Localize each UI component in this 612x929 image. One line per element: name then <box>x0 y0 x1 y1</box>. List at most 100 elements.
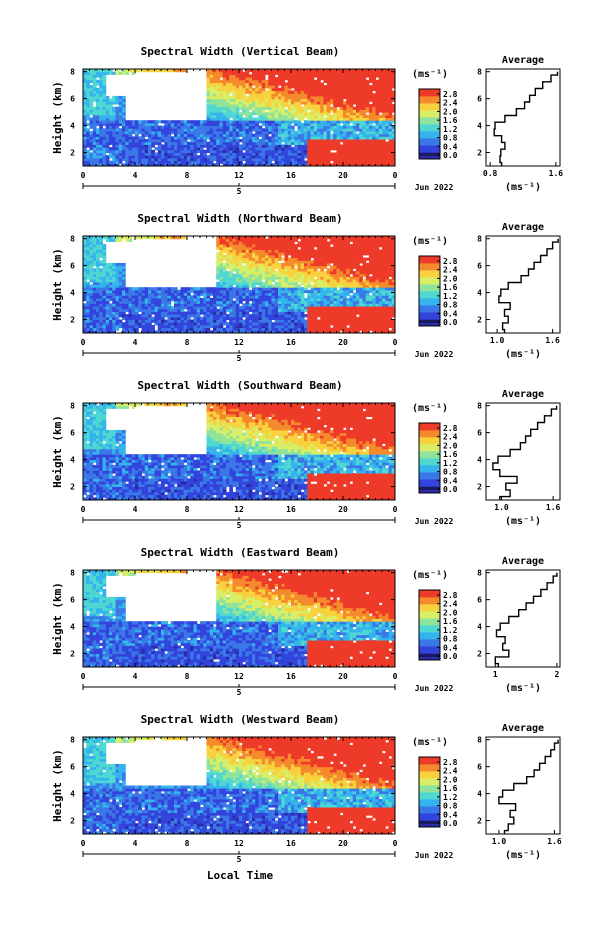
average-title: Average <box>502 389 544 400</box>
date-label: Jun 2022 <box>415 684 454 693</box>
colorbar-tick-label: 0.0 <box>443 318 458 327</box>
colorbar-swatch <box>419 771 440 779</box>
average-y-tick-label: 4 <box>477 122 482 131</box>
y-tick-label: 2 <box>70 483 75 492</box>
colorbar-tick-label: 0.8 <box>443 134 458 143</box>
x-tick-label: 16 <box>286 839 296 848</box>
colorbar-swatch <box>419 298 440 306</box>
day-label: 5 <box>237 354 242 363</box>
colorbar-tick-label: 2.8 <box>443 90 458 99</box>
colorbar-unit: (ms⁻¹) <box>412 236 448 247</box>
colorbar-tick-label: 0.8 <box>443 802 458 811</box>
x-tick-label: 12 <box>234 839 244 848</box>
colorbar-tick-label: 1.2 <box>443 125 458 134</box>
colorbar-swatch <box>419 305 440 313</box>
colorbar-swatch <box>419 312 440 320</box>
average-x-label: (ms⁻¹) <box>505 850 541 861</box>
average-y-tick-label: 8 <box>477 68 482 77</box>
colorbar-swatch <box>419 625 440 633</box>
colorbar-swatch <box>419 263 440 271</box>
x-tick-label: 0 <box>393 338 398 347</box>
colorbar-swatch <box>419 124 440 132</box>
colorbar-unit: (ms⁻¹) <box>412 570 448 581</box>
colorbar-tick-label: 0.0 <box>443 819 458 828</box>
colorbar-tick-label: 0.4 <box>443 643 458 652</box>
colorbar-swatch <box>419 117 440 125</box>
y-tick-label: 4 <box>70 790 75 799</box>
colorbar-swatch <box>419 472 440 480</box>
average-y-tick-label: 2 <box>477 650 482 659</box>
colorbar-swatch <box>419 799 440 807</box>
x-tick-label: 8 <box>185 672 190 681</box>
average-x-tick-label: 1.6 <box>549 169 564 178</box>
x-tick-label: 20 <box>338 171 348 180</box>
average-x-tick-label: 1.6 <box>547 837 562 846</box>
y-tick-label: 2 <box>70 316 75 325</box>
y-tick-label: 2 <box>70 149 75 158</box>
average-y-tick-label: 2 <box>477 483 482 492</box>
colorbar-swatch <box>419 618 440 626</box>
colorbar-swatch <box>419 103 440 111</box>
colorbar-tick-label: 0.4 <box>443 476 458 485</box>
average-y-tick-label: 4 <box>477 790 482 799</box>
date-label: Jun 2022 <box>415 851 454 860</box>
average-y-tick-label: 4 <box>477 456 482 465</box>
average-profile-line <box>498 739 559 834</box>
y-tick-label: 8 <box>70 68 75 77</box>
colorbar-swatch <box>419 590 440 598</box>
panel-title: Spectral Width (Westward Beam) <box>141 713 340 726</box>
colorbar-swatch <box>419 145 440 153</box>
x-tick-label: 0 <box>393 505 398 514</box>
x-tick-label: 0 <box>81 338 86 347</box>
colorbar-tick-label: 1.6 <box>443 116 458 125</box>
colorbar-swatch <box>419 451 440 459</box>
colorbar-tick-label: 0.0 <box>443 151 458 160</box>
colorbar: (ms⁻¹) 0.00.40.81.21.62.02.42.8 <box>412 236 458 327</box>
average-profile-line <box>498 238 559 333</box>
average-y-tick-label: 4 <box>477 289 482 298</box>
y-axis-label: Height (km) <box>51 415 64 488</box>
colorbar-swatch <box>419 792 440 800</box>
date-label: Jun 2022 <box>415 350 454 359</box>
average-y-tick-label: 8 <box>477 235 482 244</box>
colorbar-tick-label: 2.0 <box>443 274 458 283</box>
average-x-tick-label: 2 <box>555 670 560 679</box>
colorbar-tick-label: 1.6 <box>443 450 458 459</box>
colorbar-swatch <box>419 604 440 612</box>
y-tick-label: 8 <box>70 736 75 745</box>
average-profile: Average 2 4 6 8 1.0 1.6 (ms⁻¹) <box>477 723 562 861</box>
y-tick-label: 8 <box>70 235 75 244</box>
x-axis-label-local-time: Local Time <box>207 869 274 882</box>
panel-2: Spectral Width (Northward Beam)0 4 8 12 16 20… <box>51 212 561 363</box>
x-tick-label: 16 <box>286 171 296 180</box>
y-axis-label: Height (km) <box>51 248 64 321</box>
average-x-tick-label: 1.6 <box>545 336 560 345</box>
colorbar-tick-label: 0.4 <box>443 309 458 318</box>
average-profile-line <box>493 71 559 166</box>
average-y-tick-label: 8 <box>477 736 482 745</box>
average-x-tick-label: 1.0 <box>490 336 505 345</box>
colorbar-swatch <box>419 110 440 118</box>
panel-1: Spectral Width (Vertical Beam)0 4 8 12 16 20 0… <box>51 45 563 196</box>
average-x-label: (ms⁻¹) <box>505 683 541 694</box>
y-tick-label: 2 <box>70 817 75 826</box>
panel-title: Spectral Width (Southward Beam) <box>137 379 342 392</box>
y-tick-label: 6 <box>70 763 75 772</box>
colorbar-tick-label: 0.4 <box>443 142 458 151</box>
x-tick-label: 12 <box>234 672 244 681</box>
x-tick-label: 4 <box>133 839 138 848</box>
heatmap-field <box>83 570 395 667</box>
panel-4: Spectral Width (Eastward Beam)0 4 8 12 16 20 0… <box>51 546 561 697</box>
colorbar-tick-label: 2.0 <box>443 775 458 784</box>
average-x-label: (ms⁻¹) <box>505 516 541 527</box>
average-x-tick-label: 1.0 <box>492 837 507 846</box>
colorbar-swatch <box>419 611 440 619</box>
colorbar-swatch <box>419 639 440 647</box>
x-tick-label: 20 <box>338 839 348 848</box>
y-tick-label: 2 <box>70 650 75 659</box>
colorbar-swatch <box>419 270 440 278</box>
average-y-tick-label: 8 <box>477 402 482 411</box>
average-y-tick-label: 6 <box>477 262 482 271</box>
colorbar-swatch <box>419 757 440 765</box>
average-x-label: (ms⁻¹) <box>505 182 541 193</box>
